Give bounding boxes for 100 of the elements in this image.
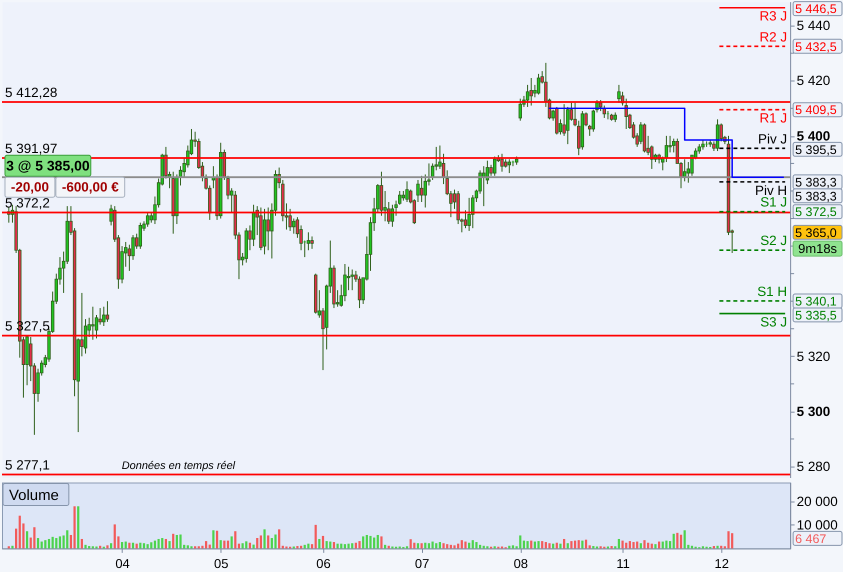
ref-line-label: R1 J xyxy=(759,110,788,126)
x-tick-label: 11 xyxy=(616,556,630,571)
bar xyxy=(376,534,379,548)
bar xyxy=(548,543,551,548)
bar xyxy=(164,538,168,548)
bar xyxy=(73,506,76,548)
annotation: -20,00 xyxy=(10,180,50,195)
bar xyxy=(26,531,28,548)
y-tick-label: 10 000 xyxy=(796,517,838,532)
text: 5 395,5 xyxy=(795,142,837,157)
x-tick-label: 08 xyxy=(514,556,528,571)
y-tick-label: 5 400 xyxy=(796,128,830,144)
ref-line-label: S2 J xyxy=(760,233,788,248)
bar xyxy=(336,544,339,548)
text: 5 340,1 xyxy=(795,294,837,308)
bar xyxy=(33,527,36,548)
bar xyxy=(186,545,189,548)
bar xyxy=(566,543,569,548)
candlestick xyxy=(467,197,471,232)
bar xyxy=(643,540,646,548)
annotation: Données en temps réel xyxy=(122,460,236,472)
bar xyxy=(680,534,682,548)
text: 5 432,5 xyxy=(795,40,837,54)
bar xyxy=(468,542,470,548)
bar xyxy=(472,540,474,548)
text: 5 335,5 xyxy=(795,308,837,322)
bar xyxy=(36,538,40,548)
bar xyxy=(351,543,354,548)
bar xyxy=(84,544,87,548)
bar xyxy=(625,542,628,548)
x-tick-label: 05 xyxy=(214,556,228,571)
bar xyxy=(731,533,734,548)
candlestick xyxy=(464,210,468,229)
x-tick-label: 12 xyxy=(714,556,729,571)
bar xyxy=(384,544,386,548)
bar xyxy=(322,536,324,548)
bar xyxy=(168,541,171,548)
bar xyxy=(373,538,376,548)
candlestick xyxy=(405,180,409,202)
bar xyxy=(179,534,182,548)
x-tick-label: 04 xyxy=(115,556,130,571)
text: 5 365,0 xyxy=(795,226,837,240)
candlestick xyxy=(614,112,617,123)
bar xyxy=(435,543,438,548)
bar xyxy=(58,536,62,548)
bar xyxy=(358,541,361,548)
text: 6 467 xyxy=(795,532,826,546)
bar xyxy=(727,531,730,548)
candlestick xyxy=(106,300,110,322)
x-tick-label: 07 xyxy=(414,556,430,571)
bar xyxy=(508,546,510,548)
bar xyxy=(55,538,58,548)
bar xyxy=(662,542,664,548)
bar xyxy=(534,542,536,548)
ref-line-label: R2 J xyxy=(759,29,788,44)
y-tick-label: 5 440 xyxy=(796,18,830,34)
bar xyxy=(464,542,467,548)
ref-line-label: 5 372,2 xyxy=(4,195,50,210)
bar xyxy=(563,538,566,548)
bar xyxy=(559,544,562,548)
bar xyxy=(658,542,660,548)
bar xyxy=(478,544,482,548)
bar xyxy=(132,542,134,548)
bar xyxy=(460,540,463,548)
bar xyxy=(530,540,532,548)
bar xyxy=(128,542,130,548)
bar xyxy=(684,530,686,548)
candlestick xyxy=(566,106,570,145)
bar xyxy=(640,543,642,548)
bar xyxy=(256,538,258,548)
bar xyxy=(618,538,620,548)
bar xyxy=(665,540,668,548)
ref-line-label: 5 391,97 xyxy=(4,141,58,156)
bar xyxy=(263,529,266,548)
candlestick xyxy=(91,306,95,340)
bar xyxy=(446,544,448,548)
ref-line-label: R3 J xyxy=(759,8,788,24)
bar xyxy=(304,544,306,548)
annotation: 3 @ 5 385,00 xyxy=(6,157,90,174)
bar xyxy=(544,542,547,548)
bar xyxy=(52,536,54,548)
bar xyxy=(157,538,160,548)
ref-line-label: 5 277,1 xyxy=(4,458,50,473)
bar xyxy=(318,538,320,548)
bar xyxy=(636,542,638,548)
candlestick xyxy=(292,218,296,234)
chart-title: Volume xyxy=(8,486,59,504)
bar xyxy=(369,536,372,548)
bar xyxy=(556,542,558,548)
bar xyxy=(223,540,226,548)
bar xyxy=(537,541,540,548)
y-tick-label: 20 000 xyxy=(796,494,838,509)
bar xyxy=(552,544,554,548)
candlestick xyxy=(508,158,512,174)
bar xyxy=(621,540,624,548)
bar xyxy=(366,534,368,548)
candlestick xyxy=(536,73,540,96)
candlestick xyxy=(310,236,314,250)
bar xyxy=(541,541,544,548)
bar xyxy=(176,534,178,548)
